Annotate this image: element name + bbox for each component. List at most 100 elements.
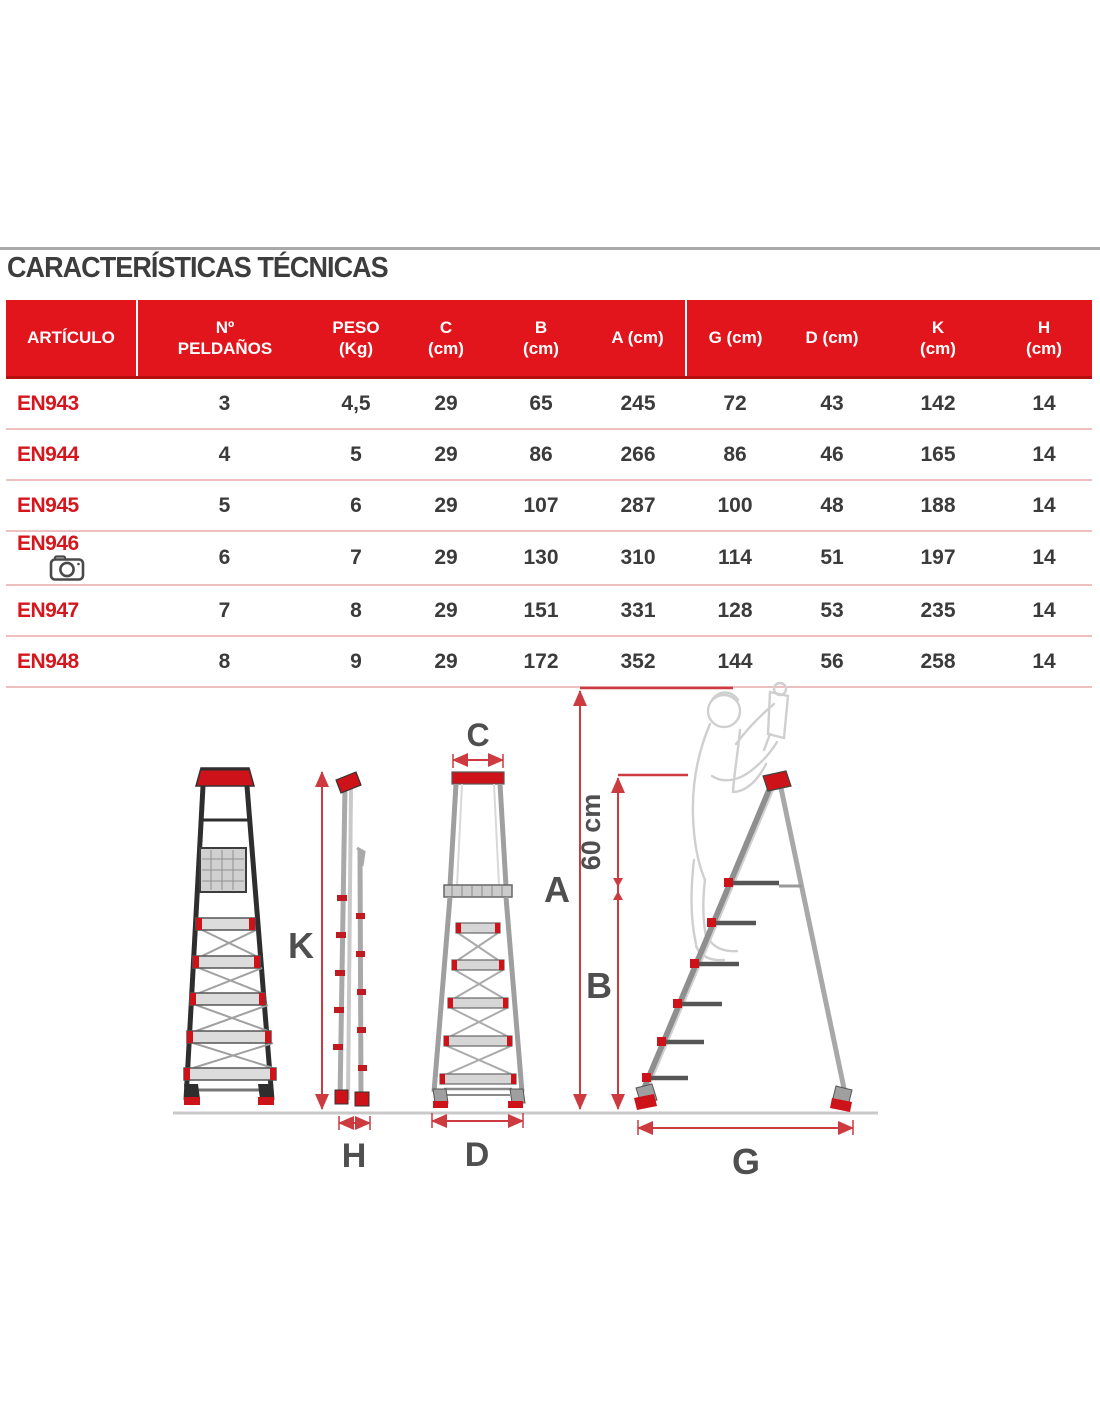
cell-k: 197 <box>880 531 996 586</box>
table-row: EN943 3 4,5 29 65 245 72 43 142 14 <box>6 377 1092 430</box>
cell-peso: 5 <box>312 429 400 481</box>
ladder-folded-view <box>333 771 370 1107</box>
camera-icon <box>49 555 85 581</box>
cell-k: 188 <box>880 480 996 532</box>
cell-peso: 4,5 <box>312 377 400 430</box>
dimension-k-label: K <box>288 925 314 966</box>
cell-g: 86 <box>686 429 784 481</box>
cell-c: 29 <box>400 531 492 586</box>
page-title: CARACTERÍSTICAS TÉCNICAS <box>7 252 389 284</box>
specs-table: ARTÍCULO Nº PELDAÑOS PESO (Kg) C (cm) B (cm)… <box>6 300 1092 688</box>
cell-c: 29 <box>400 377 492 430</box>
cell-d: 53 <box>784 585 880 637</box>
cell-d: 43 <box>784 377 880 430</box>
cell-peldanos: 5 <box>137 480 312 532</box>
cell-a: 245 <box>590 377 686 430</box>
cell-peldanos: 6 <box>137 531 312 586</box>
cell-b: 65 <box>492 377 590 430</box>
cell-peso: 7 <box>312 531 400 586</box>
cell-h: 14 <box>996 377 1092 430</box>
dimension-h: H <box>338 1116 371 1175</box>
col-header-peldanos: Nº PELDAÑOS <box>137 300 312 379</box>
article-code: EN943 <box>6 377 137 430</box>
dimension-g: G <box>637 1120 854 1182</box>
cell-c: 29 <box>400 429 492 481</box>
dimension-a-label: A <box>544 869 570 910</box>
col-header-a: A (cm) <box>590 300 687 379</box>
col-header-g: G (cm) <box>686 300 784 379</box>
ladder-side-view <box>634 770 853 1112</box>
cell-g: 128 <box>686 585 784 637</box>
cell-h: 14 <box>996 585 1092 637</box>
cell-c: 29 <box>400 480 492 532</box>
article-code: EN945 <box>6 480 137 532</box>
dimension-60-b: 60 cm B <box>576 773 688 1110</box>
cell-k: 165 <box>880 429 996 481</box>
cell-d: 56 <box>784 636 880 688</box>
cell-g: 100 <box>686 480 784 532</box>
cell-h: 14 <box>996 636 1092 688</box>
dimension-d-label: D <box>465 1136 490 1174</box>
col-header-d: D (cm) <box>784 300 880 379</box>
cell-b: 172 <box>492 636 590 688</box>
cell-a: 266 <box>590 429 686 481</box>
cell-c: 29 <box>400 636 492 688</box>
table-row: EN947 7 8 29 151 331 128 53 235 14 <box>6 585 1092 637</box>
dimension-60cm-label: 60 cm <box>576 794 606 871</box>
table-row: EN944 4 5 29 86 266 86 46 165 14 <box>6 429 1092 481</box>
table-row: EN946 6 7 29 130 310 114 51 197 14 <box>6 531 1092 586</box>
cell-h: 14 <box>996 480 1092 532</box>
col-header-articulo: ARTÍCULO <box>6 300 138 379</box>
cell-a: 287 <box>590 480 686 532</box>
cell-c: 29 <box>400 585 492 637</box>
cell-peso: 8 <box>312 585 400 637</box>
article-code: EN947 <box>6 585 137 637</box>
cell-h: 14 <box>996 429 1092 481</box>
cell-g: 114 <box>686 531 784 586</box>
cell-b: 130 <box>492 531 590 586</box>
dimension-g-label: G <box>732 1141 760 1182</box>
cell-b: 86 <box>492 429 590 481</box>
cell-peso: 6 <box>312 480 400 532</box>
cell-g: 72 <box>686 377 784 430</box>
dimension-k: K <box>288 771 329 1110</box>
col-header-c: C (cm) <box>400 300 492 379</box>
person-figure <box>690 681 790 962</box>
cell-a: 310 <box>590 531 686 586</box>
dimension-diagram: K H <box>173 681 878 1182</box>
cell-peldanos: 3 <box>137 377 312 430</box>
cell-peldanos: 7 <box>137 585 312 637</box>
cell-a: 352 <box>590 636 686 688</box>
article-code: EN948 <box>6 636 137 688</box>
cell-d: 46 <box>784 429 880 481</box>
ladder-front-view-2 <box>431 771 526 1108</box>
cell-h: 14 <box>996 531 1092 586</box>
cell-peso: 9 <box>312 636 400 688</box>
cell-peldanos: 4 <box>137 429 312 481</box>
cell-d: 48 <box>784 480 880 532</box>
dimension-b-label: B <box>586 965 612 1006</box>
article-code: EN944 <box>6 429 137 481</box>
cell-g: 144 <box>686 636 784 688</box>
cell-k: 142 <box>880 377 996 430</box>
table-header-row: ARTÍCULO Nº PELDAÑOS PESO (Kg) C (cm) B (cm)… <box>6 300 1092 379</box>
top-divider <box>0 247 1100 250</box>
dimension-a: A <box>544 686 733 1110</box>
table-row: EN948 8 9 29 172 352 144 56 258 14 <box>6 636 1092 688</box>
cell-a: 331 <box>590 585 686 637</box>
ladder-front-view <box>183 767 277 1105</box>
cell-b: 107 <box>492 480 590 532</box>
dimension-d: D <box>431 1113 524 1174</box>
cell-peldanos: 8 <box>137 636 312 688</box>
cell-k: 258 <box>880 636 996 688</box>
dimension-c: C <box>452 717 504 768</box>
col-header-k: K (cm) <box>880 300 996 379</box>
col-header-peso: PESO (Kg) <box>312 300 400 379</box>
article-code: EN946 <box>6 531 137 586</box>
dimension-h-label: H <box>342 1137 367 1175</box>
dimension-c-label: C <box>466 717 489 753</box>
table-row: EN945 5 6 29 107 287 100 48 188 14 <box>6 480 1092 532</box>
col-header-b: B (cm) <box>492 300 590 379</box>
col-header-h: H (cm) <box>996 300 1092 379</box>
cell-d: 51 <box>784 531 880 586</box>
